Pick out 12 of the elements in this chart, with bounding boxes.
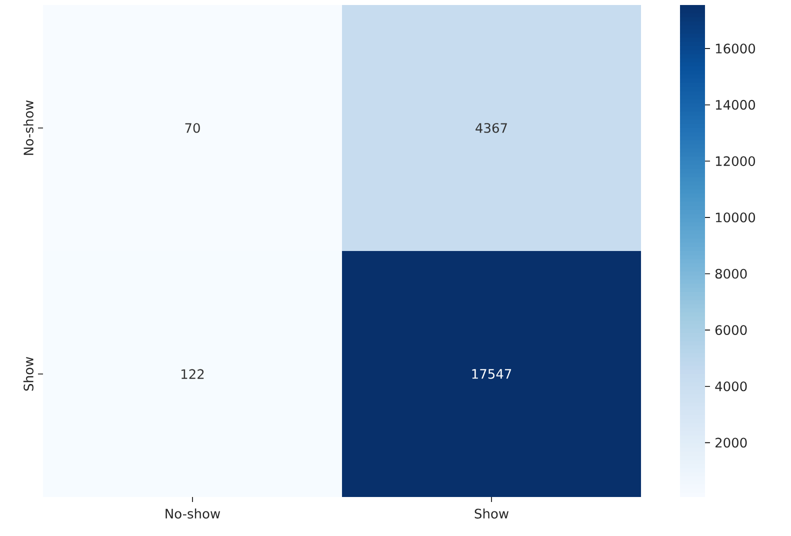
- color-bar-label: 4000: [715, 381, 747, 392]
- color-bar-label: 12000: [716, 156, 756, 166]
- data-label: 4367: [476, 123, 507, 133]
- data-label: 17547: [472, 369, 512, 379]
- data-label: 122: [182, 369, 204, 379]
- color-bar-label: 14000: [716, 100, 756, 110]
- data-label: 70: [185, 123, 200, 133]
- color-bar-label: 10000: [716, 212, 756, 222]
- color-bar-label: 2000: [715, 438, 747, 448]
- color-bar-label: 16000: [716, 44, 756, 54]
- color-bar-label: 6000: [715, 325, 747, 335]
- color-bar-label: 8000: [715, 268, 747, 279]
